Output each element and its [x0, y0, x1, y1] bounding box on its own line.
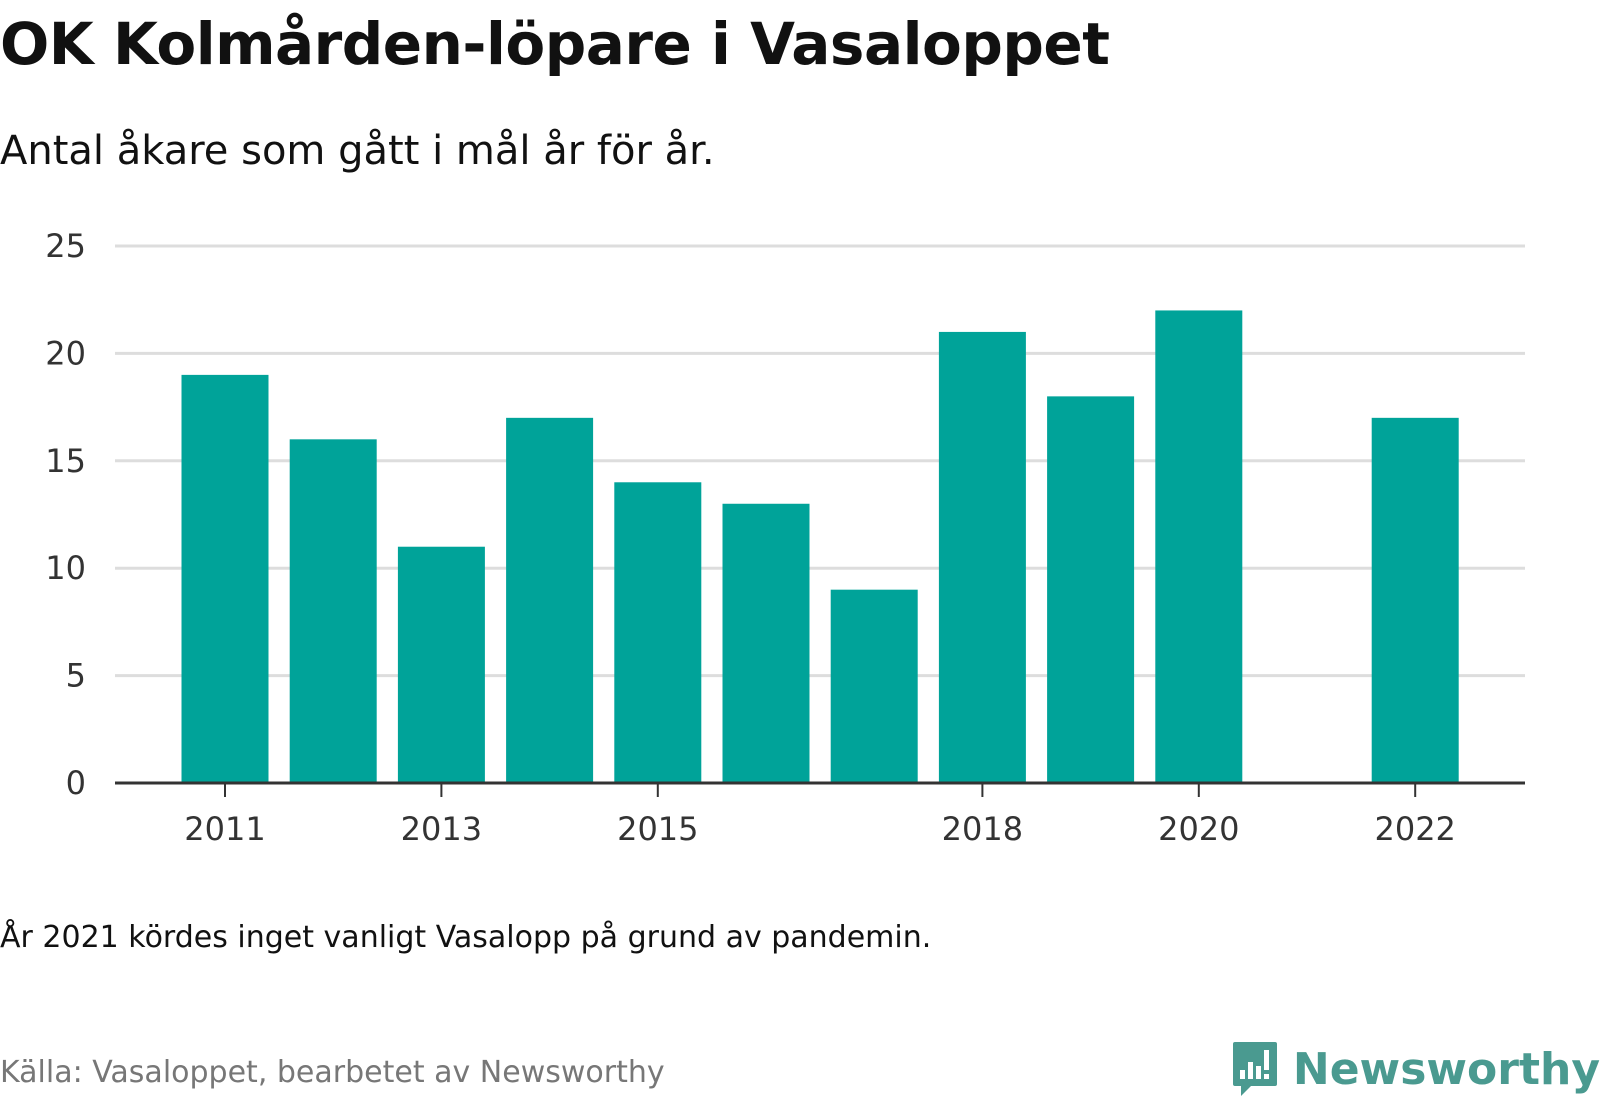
newsworthy-logo-icon	[1232, 1042, 1277, 1096]
chart-note: År 2021 kördes inget vanligt Vasalopp på…	[0, 920, 932, 955]
brand-name: Newsworthy	[1292, 1043, 1600, 1095]
chart-title: OK Kolmården-löpare i Vasaloppet	[0, 10, 1110, 78]
bar	[506, 417, 594, 783]
x-tick-label: 2022	[1374, 810, 1455, 848]
brand-logo: Newsworthy	[1231, 1040, 1600, 1098]
x-tick-label: 2020	[1158, 810, 1239, 848]
bar	[1047, 396, 1135, 783]
y-tick-label: 5	[66, 657, 86, 695]
bar	[397, 546, 485, 783]
y-tick-label: 20	[45, 334, 86, 372]
y-tick-label: 15	[45, 442, 86, 480]
x-tick-label: 2018	[942, 810, 1023, 848]
x-tick-label: 2013	[401, 810, 482, 848]
bar	[722, 503, 810, 783]
bar	[614, 482, 702, 783]
bar	[830, 589, 918, 783]
source-credit: Källa: Vasaloppet, bearbetet av Newswort…	[0, 1055, 665, 1090]
y-tick-label: 25	[45, 227, 86, 265]
y-tick-label: 0	[66, 764, 86, 802]
bar	[181, 374, 269, 783]
bar-chart: 0 5 10 15 20 25 2011 2013 2015 2018 2020 2022	[45, 227, 1525, 848]
bar	[1155, 310, 1243, 783]
bar	[289, 439, 377, 783]
chart-subtitle: Antal åkare som gått i mål år för år.	[0, 128, 715, 174]
x-tick-label: 2015	[617, 810, 698, 848]
x-tick-label: 2011	[184, 810, 265, 848]
bar	[1371, 417, 1459, 783]
y-tick-label: 10	[45, 549, 86, 587]
bar	[938, 331, 1026, 783]
